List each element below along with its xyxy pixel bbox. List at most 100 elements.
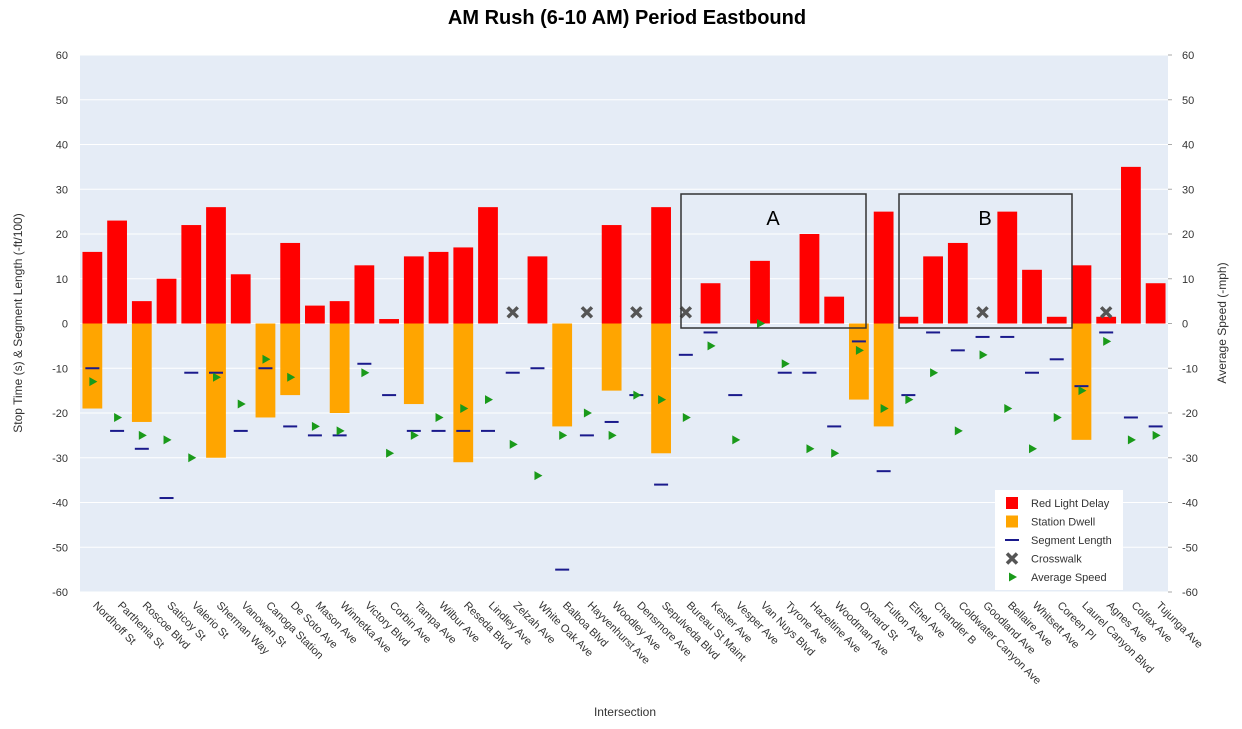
average-speed-mark bbox=[237, 399, 246, 409]
bar bbox=[206, 323, 226, 458]
average-speed-mark bbox=[336, 426, 345, 436]
y2-tick-label: 10 bbox=[1182, 274, 1194, 286]
average-speed-mark bbox=[1078, 386, 1087, 396]
average-speed-mark bbox=[732, 435, 741, 445]
bar bbox=[131, 323, 152, 422]
average-speed-mark bbox=[905, 395, 914, 405]
bar bbox=[280, 323, 301, 396]
average-speed-mark bbox=[386, 448, 395, 458]
crosswalk-mark bbox=[506, 306, 519, 319]
bar bbox=[873, 211, 894, 324]
bar bbox=[997, 211, 1018, 324]
bar bbox=[1022, 269, 1042, 324]
bar bbox=[1145, 283, 1166, 324]
average-speed-mark bbox=[880, 404, 889, 414]
annotation-box bbox=[898, 193, 1073, 329]
bar bbox=[700, 283, 721, 324]
y2-tick-label: 30 bbox=[1182, 184, 1194, 196]
x-axis-label: Intersection bbox=[594, 705, 656, 719]
average-speed-mark bbox=[1127, 435, 1136, 445]
average-speed-mark bbox=[979, 350, 988, 360]
average-speed-mark bbox=[534, 471, 543, 481]
y2-tick-label: -50 bbox=[1182, 542, 1198, 554]
average-speed-mark bbox=[410, 430, 419, 440]
bar bbox=[230, 274, 251, 324]
bar bbox=[947, 242, 968, 324]
average-speed-mark bbox=[262, 354, 271, 364]
crosswalk-mark bbox=[630, 306, 643, 319]
average-speed-mark bbox=[855, 345, 864, 355]
bar bbox=[82, 323, 103, 409]
average-speed-mark bbox=[633, 390, 642, 400]
legend-swatch bbox=[1009, 572, 1017, 582]
y2-tick-label: 40 bbox=[1182, 140, 1194, 152]
marks bbox=[82, 166, 1166, 571]
average-speed-mark bbox=[930, 368, 939, 378]
bar bbox=[131, 301, 152, 324]
crosswalk-mark bbox=[976, 306, 989, 319]
legend-label: Segment Length bbox=[1031, 535, 1112, 547]
bar bbox=[280, 242, 301, 324]
y-tick-label: 30 bbox=[56, 184, 68, 196]
average-speed-mark bbox=[213, 372, 221, 382]
average-speed-mark bbox=[509, 439, 518, 449]
y2-tick-label: -30 bbox=[1182, 453, 1198, 465]
average-speed-mark bbox=[1053, 412, 1062, 422]
bar bbox=[750, 260, 770, 324]
bar bbox=[552, 323, 573, 427]
y2-axis-label: Average Speed (-mph) bbox=[1215, 262, 1229, 383]
bar bbox=[1071, 323, 1092, 440]
bar bbox=[453, 323, 474, 463]
average-speed-mark bbox=[658, 395, 667, 405]
average-speed-mark bbox=[485, 395, 493, 405]
y2-tick-label: -60 bbox=[1182, 587, 1198, 599]
bar bbox=[156, 278, 177, 324]
y-tick-label: 40 bbox=[56, 140, 68, 152]
average-speed-mark bbox=[806, 444, 815, 454]
average-speed-mark bbox=[311, 421, 320, 431]
legend-label: Red Light Delay bbox=[1031, 498, 1110, 510]
legend-label: Crosswalk bbox=[1031, 554, 1082, 566]
bar bbox=[824, 296, 845, 324]
bar bbox=[1071, 265, 1092, 324]
average-speed-mark bbox=[781, 359, 790, 369]
average-speed-mark bbox=[460, 404, 469, 414]
y-tick-label: -10 bbox=[52, 363, 68, 375]
average-speed-mark bbox=[757, 319, 765, 328]
average-speed-mark bbox=[608, 430, 617, 440]
bar bbox=[601, 323, 622, 391]
bar bbox=[181, 225, 202, 324]
average-speed-mark bbox=[163, 435, 172, 445]
bar bbox=[82, 251, 103, 324]
bar bbox=[601, 225, 622, 324]
bar bbox=[255, 323, 276, 418]
crosswalk-mark bbox=[580, 306, 594, 319]
average-speed-mark bbox=[707, 341, 716, 351]
average-speed-mark bbox=[559, 430, 568, 440]
y2-tick-label: 20 bbox=[1182, 229, 1194, 241]
crosswalk-mark bbox=[679, 306, 693, 319]
bar bbox=[379, 319, 399, 324]
average-speed-mark bbox=[682, 412, 691, 422]
bar bbox=[898, 316, 919, 324]
annotation-label: A bbox=[766, 208, 780, 230]
bar bbox=[1046, 316, 1067, 324]
bar bbox=[329, 301, 350, 324]
legend-label: Station Dwell bbox=[1031, 517, 1095, 529]
legend-swatch bbox=[1006, 515, 1018, 528]
average-speed-mark bbox=[1152, 430, 1161, 440]
average-speed-mark bbox=[954, 426, 963, 436]
average-speed-mark bbox=[831, 448, 840, 458]
bar bbox=[354, 265, 375, 324]
average-speed-mark bbox=[435, 412, 444, 422]
average-speed-mark bbox=[188, 453, 197, 463]
average-speed-mark bbox=[138, 430, 147, 440]
grid bbox=[80, 54, 1168, 593]
y-tick-label: 10 bbox=[56, 274, 68, 286]
bar bbox=[1121, 166, 1141, 324]
average-speed-mark bbox=[89, 377, 98, 387]
annotation-box bbox=[680, 193, 867, 329]
average-speed-mark bbox=[114, 412, 123, 422]
